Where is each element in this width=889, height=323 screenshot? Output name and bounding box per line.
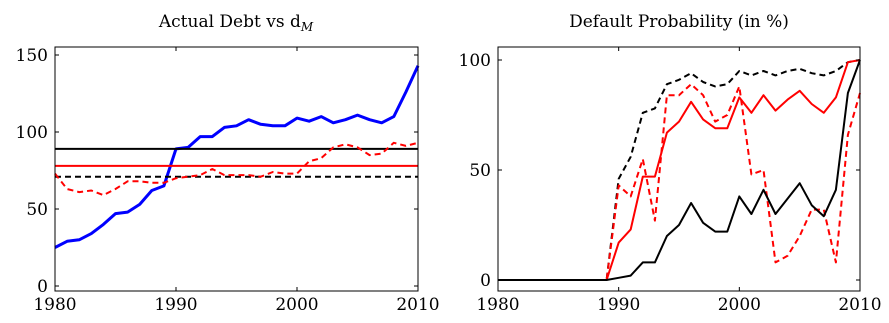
- default-series-line-1: [498, 59, 861, 281]
- chart-debt-series: [54, 65, 420, 249]
- debt-x-tick-label: 1980: [33, 295, 76, 315]
- default-y-tick-label: 50: [469, 161, 491, 181]
- chart-default-title: Default Probability (in %): [569, 12, 789, 32]
- chart-debt-frame: [54, 46, 419, 292]
- default-y-tick-label: 100: [459, 51, 491, 71]
- default-series-line-2: [498, 83, 861, 281]
- chart-default-frame: [497, 46, 861, 292]
- debt-x-tick-label: 2000: [275, 295, 318, 315]
- chart-default-series: [498, 59, 861, 281]
- default-x-tick-label: 2000: [718, 295, 761, 315]
- chart-debt-title: Actual Debt vs dM: [158, 12, 314, 34]
- default-x-tick-label: 1990: [597, 295, 640, 315]
- debt-x-tick-label: 2010: [396, 295, 439, 315]
- chart-debt-ticks: 1980 1990 2000 2010 0 50 100 150: [16, 46, 440, 315]
- debt-series-line-4: [54, 141, 419, 197]
- chart-default: Default Probability (in %) 1980 1990 2000 2…: [459, 12, 882, 315]
- default-x-tick-label: 1980: [476, 295, 519, 315]
- chart-default-ticks: 1980 1990 2000 2010 0 50 100: [459, 47, 882, 315]
- debt-y-tick-label: 150: [16, 46, 48, 66]
- default-series-line-3: [498, 59, 861, 281]
- default-y-tick-label: 0: [480, 271, 491, 291]
- default-series-line-0: [498, 59, 861, 281]
- debt-series-line-0: [54, 65, 420, 249]
- debt-y-tick-label: 50: [26, 200, 48, 220]
- chart-debt: Actual Debt vs dM 1980 1990 2000 2010 0 50 100…: [16, 12, 440, 315]
- debt-x-tick-label: 1990: [154, 295, 197, 315]
- debt-y-tick-label: 100: [16, 123, 48, 143]
- debt-y-tick-label: 0: [37, 277, 48, 297]
- default-x-tick-label: 2010: [838, 295, 881, 315]
